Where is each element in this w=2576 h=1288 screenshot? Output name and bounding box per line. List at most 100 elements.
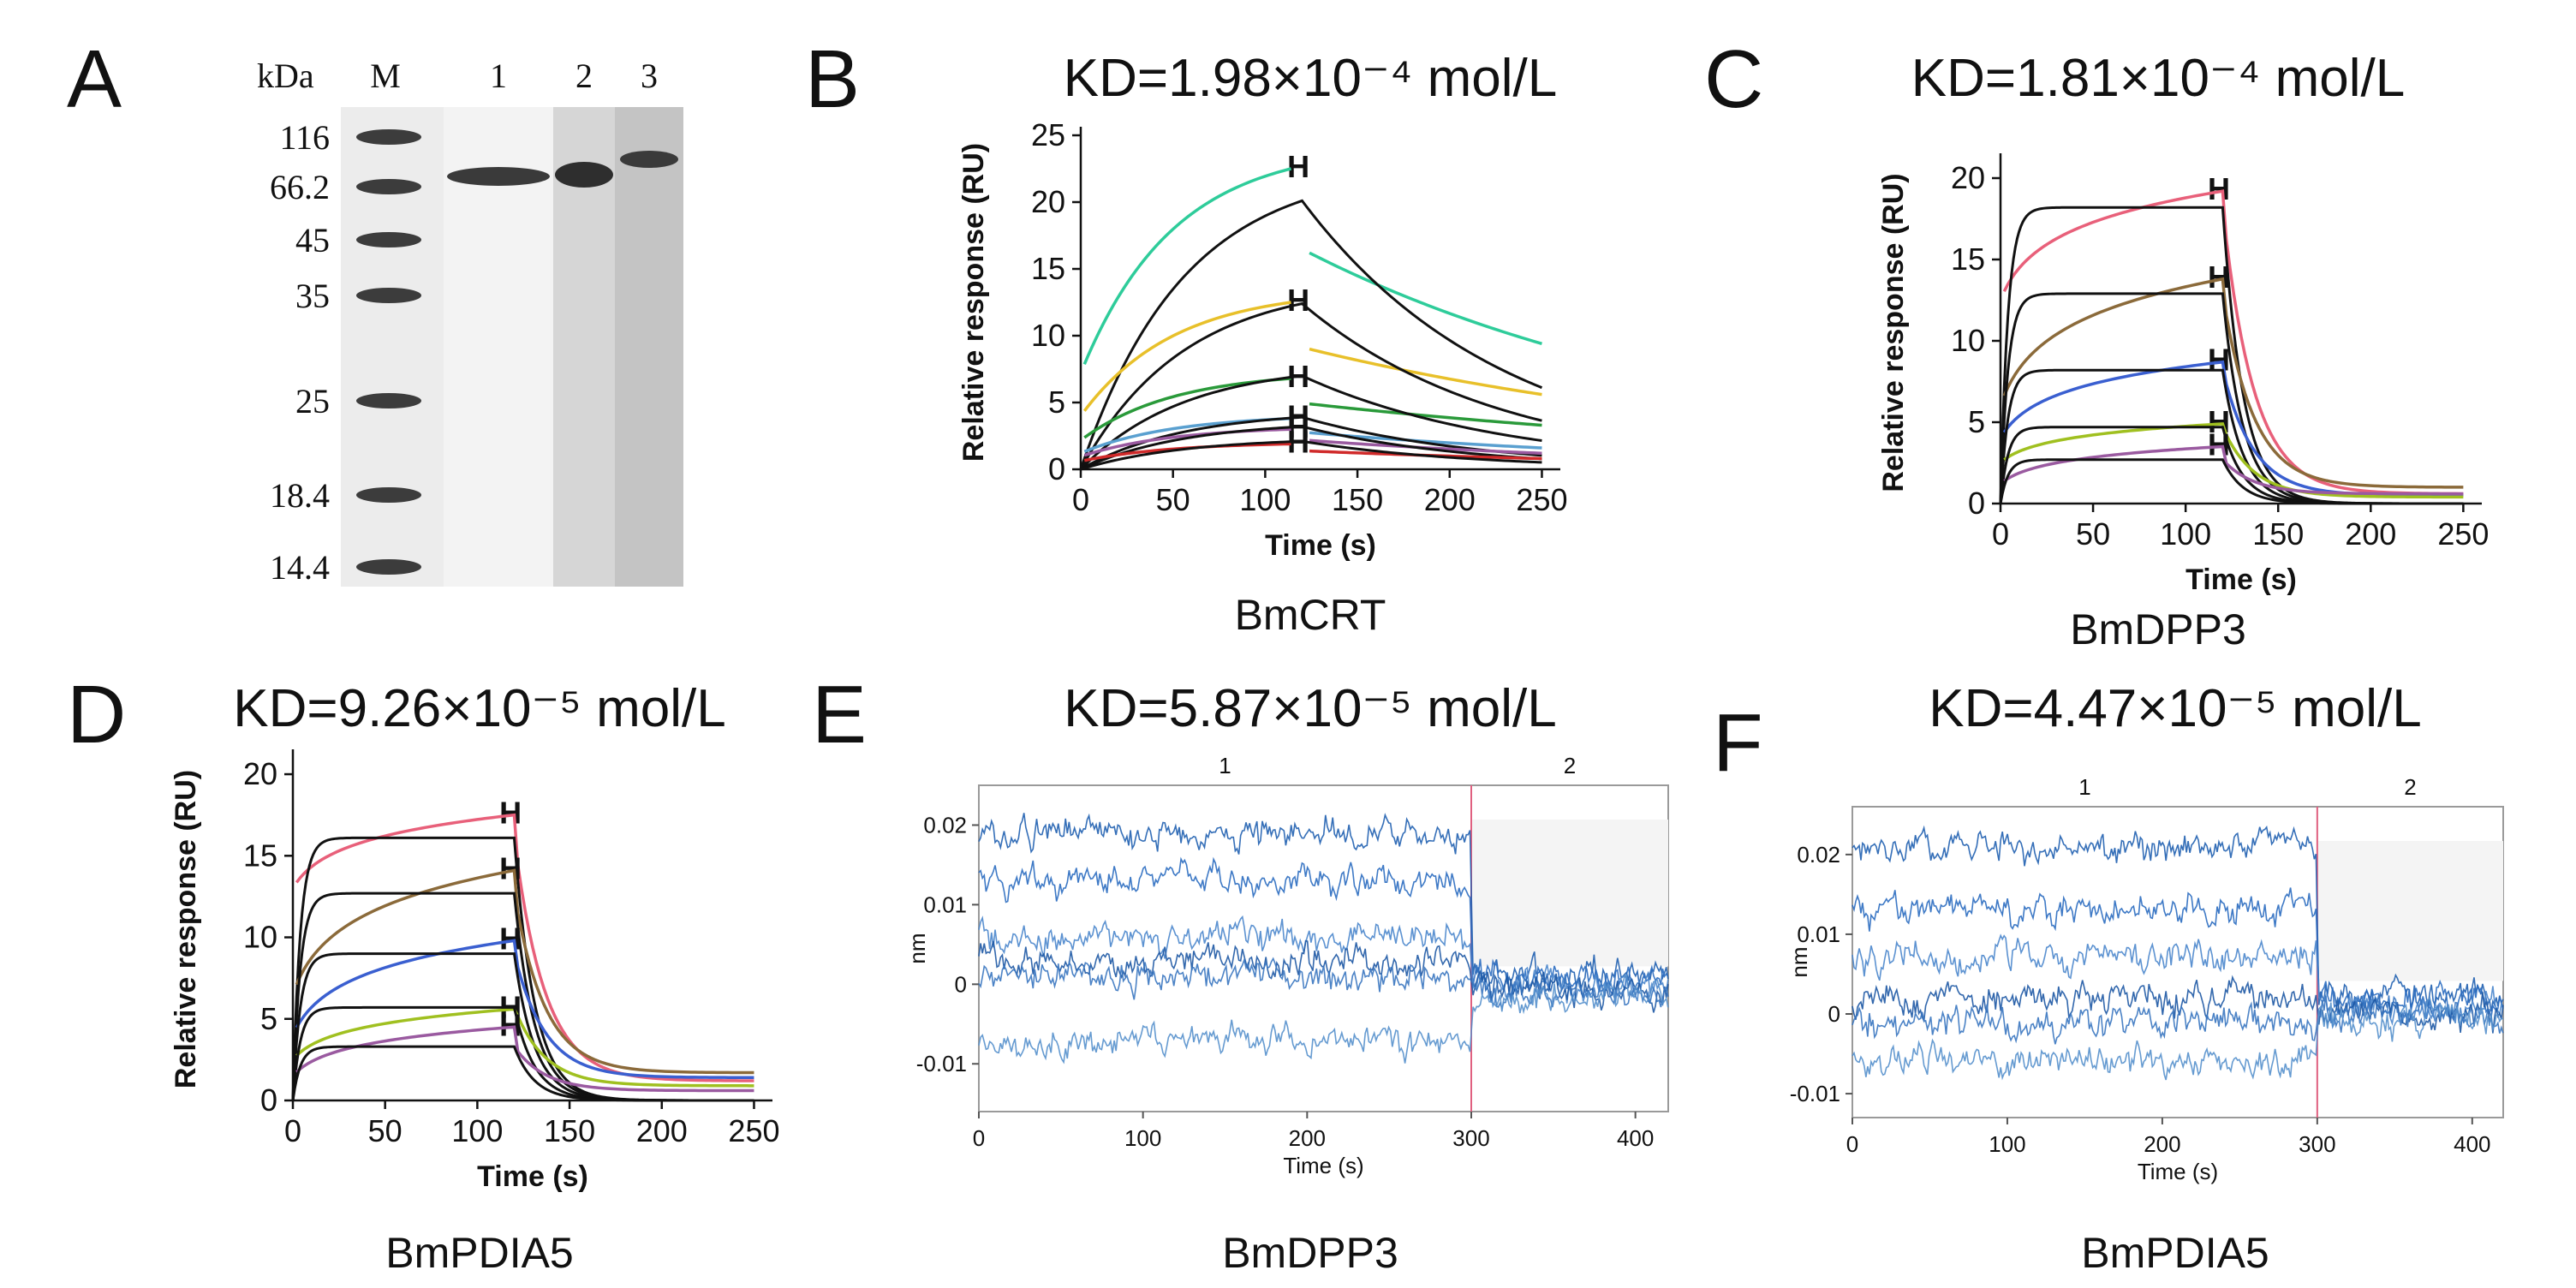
chart-B-y-tick-label: 0 <box>1048 451 1065 486</box>
chart-F-y-tick-label: 0.02 <box>1797 842 1840 868</box>
chart-D-subtitle: BmPDIA5 <box>385 1229 574 1277</box>
chart-E-y-tick-label: 0.02 <box>923 812 967 838</box>
chart-B-x-tick-label: 0 <box>1072 482 1089 517</box>
marker-label-1: 66.2 <box>270 168 330 206</box>
chart-D-x-tick-label: 100 <box>451 1113 503 1148</box>
kda-unit-label: kDa <box>257 57 314 95</box>
chart-B-x-tick-label: 150 <box>1332 482 1383 517</box>
chart-D-y-axis-label: Relative response (RU) <box>170 770 202 1088</box>
marker-lane-background <box>341 107 444 587</box>
chart-E-trace-5 <box>978 957 1669 1011</box>
chart-B-x-tick-label: 250 <box>1516 482 1567 517</box>
chart-B-y-tick-label: 25 <box>1031 117 1065 152</box>
chart-C-x-tick-label: 100 <box>2160 516 2211 552</box>
chart-F-trace-4 <box>1852 975 2504 1034</box>
chart-B-data-series-c1 <box>1082 167 1291 365</box>
chart-F-y-tick-label: 0.01 <box>1797 921 1840 947</box>
lane-2-band <box>555 162 613 188</box>
chart-C-x-tick-label: 50 <box>2076 516 2110 552</box>
panel-a-gel: A kDa M 1 2 3 116 66.2 45 35 25 18.4 14.4 <box>67 33 683 587</box>
marker-label-5: 18.4 <box>270 476 330 515</box>
chart-C-y-axis-label: Relative response (RU) <box>1877 173 1910 492</box>
chart-F-trace-5 <box>1852 995 2504 1045</box>
chart-D-data-series-c5 <box>295 1025 754 1093</box>
chart-B-x-tick-label: 200 <box>1424 482 1476 517</box>
chart-E-step-shade <box>1471 820 1668 967</box>
chart-E-x-tick-label: 0 <box>973 1125 985 1151</box>
chart-F-trace-3 <box>1852 933 2504 1029</box>
chart-D-data-series-c2 <box>295 868 754 1075</box>
lane-3-background <box>615 107 683 587</box>
panel-label-a: A <box>67 33 122 125</box>
lane-1-background <box>444 107 553 587</box>
chart-C-end-marker: H <box>2208 427 2230 462</box>
chart-E-x-axis-label: Time (s) <box>1283 1153 1363 1178</box>
marker-label-6: 14.4 <box>270 548 330 587</box>
chart-E-x-tick-label: 300 <box>1452 1125 1489 1151</box>
chart-C-x-tick-label: 250 <box>2437 516 2489 552</box>
chart-D-y-tick-label: 20 <box>243 756 277 791</box>
chart-C-y-tick-label: 20 <box>1951 160 1985 195</box>
panel-label-c: C <box>1704 33 1763 125</box>
chart-B-y-tick-label: 20 <box>1031 184 1065 219</box>
chart-B-data-series-c1 <box>1309 251 1542 346</box>
marker-bands: 116 66.2 45 35 25 18.4 14.4 <box>270 118 421 587</box>
chart-D-end-marker: H <box>499 850 522 886</box>
chart-D-x-tick-label: 150 <box>544 1113 595 1148</box>
chart-F-step-label-2: 2 <box>2404 774 2416 800</box>
chart-F-x-tick-label: 300 <box>2299 1131 2335 1157</box>
chart-F-x-tick-label: 200 <box>2144 1131 2180 1157</box>
chart-F-x-tick-label: 400 <box>2454 1131 2490 1157</box>
chart-C-x-axis-label: Time (s) <box>2185 564 2297 596</box>
marker-label-3: 35 <box>295 277 330 315</box>
marker-band-2 <box>356 232 421 247</box>
chart-E-y-tick-label: 0.01 <box>923 891 967 917</box>
chart-D-fit-curve-c5 <box>291 1045 754 1102</box>
marker-label-2: 45 <box>295 221 330 259</box>
chart-E-x-tick-label: 400 <box>1617 1125 1654 1151</box>
chart-C-data-series-c4 <box>2003 422 2464 499</box>
chart-D-data-series-c3 <box>295 939 754 1080</box>
chart-F-y-tick-label: -0.01 <box>1790 1081 1840 1106</box>
chart-E-title: KD=5.87×10⁻⁵ mol/L <box>1064 679 1556 738</box>
chart-F-title: KD=4.47×10⁻⁵ mol/L <box>1929 679 2421 738</box>
chart-B-fit-curve-c1 <box>1079 199 1543 470</box>
chart-B-y-tick-label: 5 <box>1048 385 1065 420</box>
chart-D-y-tick-label: 0 <box>260 1082 277 1118</box>
chart-D-data-series-c4 <box>295 1007 754 1088</box>
chart-B-fit-curve-c5 <box>1080 425 1542 471</box>
chart-C-end-marker: H <box>2208 343 2230 378</box>
chart-B-data-series-c2 <box>1082 301 1291 412</box>
chart-E-y-tick-label: -0.01 <box>916 1051 967 1076</box>
chart-F-x-tick-label: 100 <box>1989 1131 2025 1157</box>
chart-B-fit-curve-c3 <box>1079 374 1542 471</box>
panel-f-chart: F KD=4.47×10⁻⁵ mol/L BmPDIA5 1 2 0 100 200 300 4… <box>1713 679 2504 1277</box>
chart-D-x-axis-label: Time (s) <box>477 1160 588 1193</box>
chart-E-step-label-1: 1 <box>1219 753 1231 778</box>
chart-C-x-tick-label: 0 <box>1992 516 2009 552</box>
chart-F-y-axis-label: nm <box>1786 946 1812 977</box>
chart-D-x-tick-label: 0 <box>284 1113 301 1148</box>
chart-B-x-tick-label: 50 <box>1156 482 1190 517</box>
chart-B-y-axis-label: Relative response (RU) <box>957 143 990 462</box>
chart-D-x-tick-label: 50 <box>368 1113 402 1148</box>
chart-D-end-marker: H <box>499 921 522 956</box>
marker-band-6 <box>356 559 421 575</box>
chart-E-x-tick-label: 200 <box>1289 1125 1326 1151</box>
chart-C-end-marker: H <box>2208 259 2230 295</box>
chart-F-subtitle: BmPDIA5 <box>2081 1229 2269 1277</box>
chart-C-y-tick-label: 0 <box>1968 486 1985 521</box>
panel-label-f: F <box>1713 697 1763 789</box>
chart-B-x-tick-label: 100 <box>1239 482 1291 517</box>
chart-F-trace-1 <box>1852 825 2504 1012</box>
chart-F-step-shade <box>2317 841 2503 981</box>
chart-B-data-series-c2 <box>1309 347 1542 397</box>
marker-band-4 <box>356 393 421 408</box>
lane-label-3: 3 <box>641 57 658 95</box>
chart-C-end-marker: H <box>2208 171 2230 206</box>
chart-E-y-tick-label: 0 <box>955 971 967 997</box>
chart-C-y-tick-label: 10 <box>1951 323 1985 358</box>
lane-label-m: M <box>370 57 401 95</box>
